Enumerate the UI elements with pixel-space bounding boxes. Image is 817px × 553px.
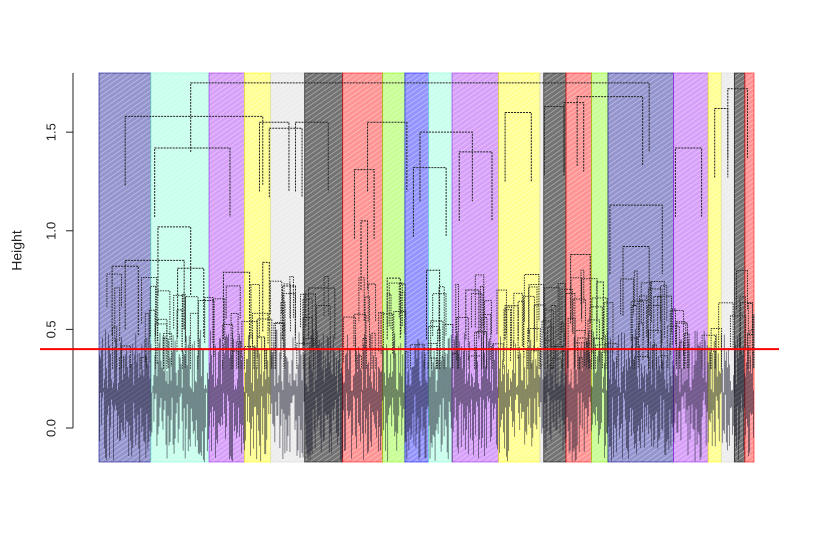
cluster-rect-hatch-22 (744, 73, 754, 462)
merge-branch-18 (412, 167, 447, 237)
merge-branch-4 (157, 226, 192, 296)
merge-branch-3 (177, 267, 205, 338)
y-tick-label-0: 0.0 (43, 419, 58, 437)
cluster-rect-hatch-14 (543, 73, 567, 462)
merge-branch-21 (465, 289, 480, 340)
merge-branch-2 (111, 265, 139, 336)
merge-branch-20 (458, 151, 493, 221)
cluster-rect-hatch-13 (539, 73, 544, 462)
merge-branch-28 (596, 281, 604, 340)
merge-branch-11 (268, 127, 303, 198)
merge-branch-6 (124, 115, 264, 186)
merge-branch-12 (308, 287, 336, 340)
y-tick-label-1: 0.5 (43, 320, 58, 338)
merge-branch-33 (714, 108, 729, 178)
merge-branch-13 (295, 121, 329, 192)
merge-branch-34 (727, 88, 748, 158)
merge-branch-35 (190, 82, 650, 152)
y-axis-title: Height (9, 230, 25, 271)
cluster-rect-hatch-9 (404, 73, 429, 462)
merge-branch-1 (124, 259, 185, 330)
merge-branch-9 (262, 261, 270, 332)
merge-branch-24 (504, 305, 519, 340)
merge-branch-23 (504, 111, 532, 182)
merge-branch-15 (360, 220, 369, 290)
cluster-rect-border-22 (744, 72, 755, 463)
y-axis-ticks: 0.0 0.5 1.0 1.5 (43, 123, 73, 437)
merge-branch-8 (258, 121, 290, 192)
merge-branch-5 (154, 147, 231, 217)
dendrogram-branches (111, 82, 748, 340)
cluster-rect-hatch-16 (591, 73, 608, 462)
merge-branch-27 (563, 102, 585, 172)
merge-branch-7 (222, 271, 251, 340)
y-tick-label-2: 1.0 (43, 222, 58, 240)
merge-branch-32 (674, 147, 703, 217)
merge-branch-16 (367, 121, 408, 192)
merge-branch-30 (622, 246, 650, 316)
merge-branch-29 (609, 204, 663, 275)
sub-merge-branches (106, 269, 755, 369)
dendrogram-leaves (99, 269, 755, 462)
leaf-segments (99, 329, 754, 462)
cluster-rect-hatch-21 (734, 73, 745, 462)
cluster-rect-hatch-8 (382, 73, 405, 462)
merge-branch-26 (570, 253, 591, 324)
y-tick-label-3: 1.5 (43, 123, 58, 141)
merge-branch-22 (419, 131, 473, 202)
merge-branch-31 (576, 96, 644, 166)
merge-branch-17 (386, 277, 401, 340)
merge-branch-19 (426, 269, 441, 340)
merge-branch-14 (353, 169, 375, 239)
y-axis: 0.0 0.5 1.0 1.5 Height (9, 73, 74, 437)
